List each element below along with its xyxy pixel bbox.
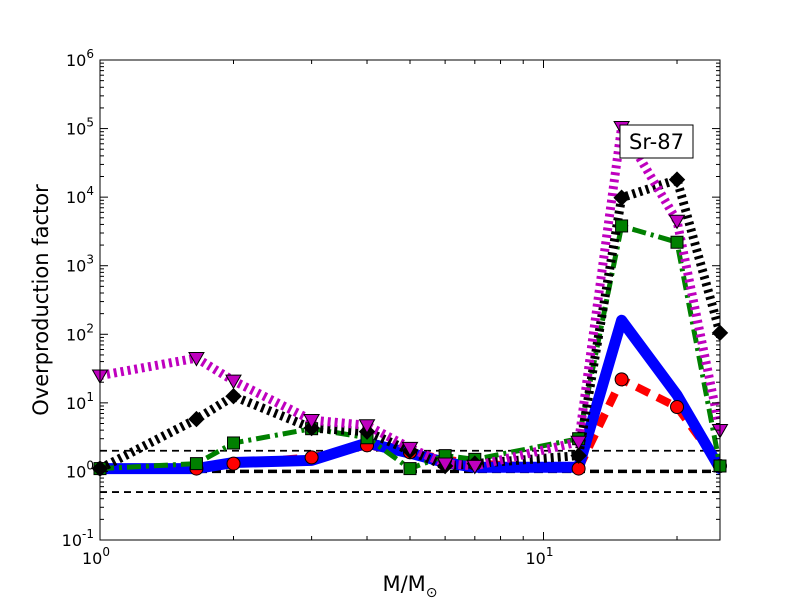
x-axis-title: M/M⊙ — [382, 572, 437, 600]
series-4-point-7 — [466, 459, 484, 475]
series-4-point-3 — [303, 413, 320, 429]
series-4-point-2 — [225, 374, 242, 390]
y-tick-label: 101 — [66, 390, 94, 413]
series-2-point-9 — [615, 219, 629, 233]
series-3-point-8 — [570, 447, 587, 464]
series-4-point-8 — [570, 435, 587, 451]
series-0-point-8 — [571, 461, 586, 476]
annotation-box — [619, 124, 694, 159]
x-tick-label: 101 — [526, 545, 554, 568]
y-tick-label: 10-1 — [62, 527, 94, 550]
series-3-point-9 — [613, 189, 630, 206]
series-2-point-10 — [670, 235, 684, 249]
y-tick-label: 104 — [66, 184, 94, 207]
series-4-point-1 — [188, 351, 205, 367]
annotation-label: Sr-87 — [629, 130, 684, 154]
series-0-point-10 — [670, 400, 685, 415]
y-tick-label: 100 — [66, 458, 94, 481]
series-4-point-4 — [358, 419, 376, 434]
y-axis-title: Overproduction factor — [29, 184, 53, 416]
series-3-point-10 — [668, 171, 686, 188]
series-3-line — [100, 175, 720, 473]
series-3-point-2 — [225, 388, 242, 405]
series-0-point-2 — [226, 456, 241, 471]
series-0-point-3 — [304, 450, 319, 465]
series-4-point-10 — [668, 214, 686, 230]
y-tick-label: 102 — [66, 321, 94, 344]
series-4-point-6 — [436, 457, 454, 473]
series-3-point-1 — [188, 410, 205, 428]
series-2-point-1 — [189, 457, 203, 471]
series-2-point-2 — [227, 436, 241, 450]
series-4-point-5 — [401, 441, 419, 457]
y-tick-label: 103 — [66, 253, 94, 276]
x-tick-label: 100 — [82, 545, 110, 568]
series-0-point-9 — [614, 372, 629, 387]
y-tick-label: 105 — [66, 116, 94, 139]
y-tick-label: 106 — [66, 47, 94, 70]
series-2-point-5 — [403, 462, 417, 476]
